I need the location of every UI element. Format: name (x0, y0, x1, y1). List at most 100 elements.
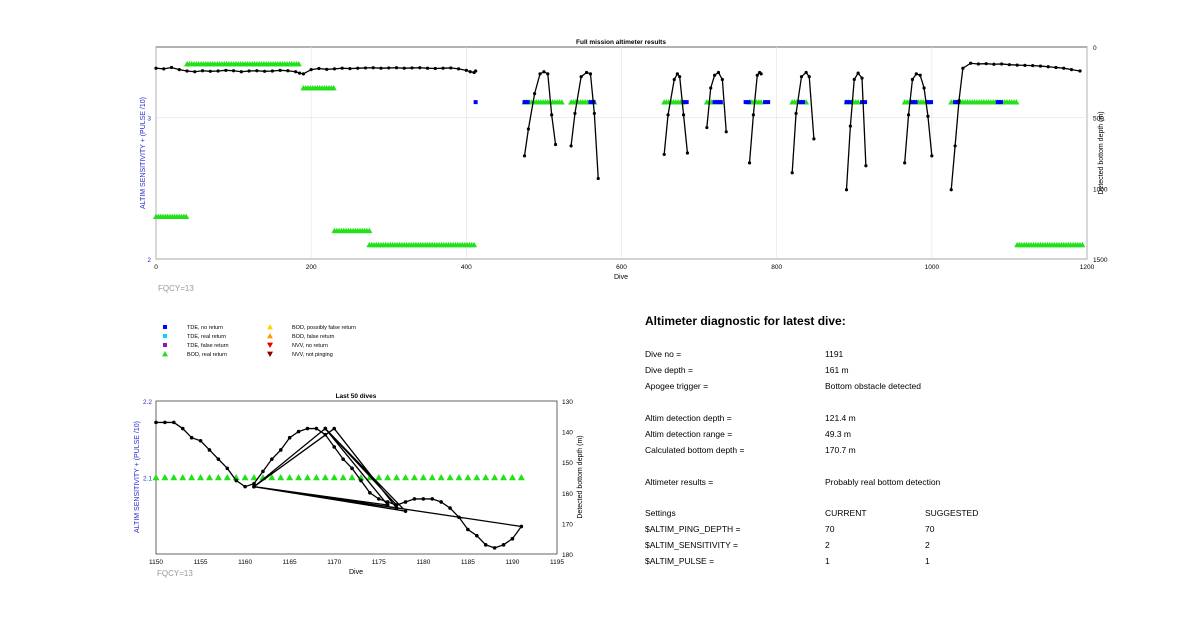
legend-triangle-up-icon (267, 324, 273, 330)
depth-point (666, 113, 670, 117)
bottom-bod-marker (295, 474, 303, 481)
main-right-tick-label: 1500 (1093, 257, 1108, 264)
depth-point (918, 73, 922, 77)
bottom-right-tick-label: 160 (562, 491, 573, 498)
depth-point (747, 161, 752, 165)
tde-marker (860, 100, 865, 105)
depth-point (864, 164, 868, 168)
depth-point (790, 171, 794, 175)
tde-marker (925, 100, 930, 105)
bottom-depth-point (314, 426, 319, 431)
bottom-right-tick-label: 130 (562, 399, 573, 406)
main-depth-series (154, 61, 1082, 192)
tde-marker (844, 100, 849, 105)
bottom-x-tick-label: 1170 (327, 559, 341, 566)
bottom-bod-marker (410, 474, 418, 481)
bottom-right-tick-label: 170 (562, 521, 573, 528)
depth-point (286, 69, 290, 73)
setting-current-ping-depth: 70 (825, 524, 835, 534)
depth-point (910, 77, 915, 82)
legend-item-label: BOD, possibly false return (292, 325, 356, 331)
depth-point (1000, 62, 1004, 66)
bottom-depth-point (483, 543, 488, 547)
diag-label-detection-range: Altim detection range = (645, 429, 733, 439)
main-x-label: Dive (614, 274, 628, 281)
bod-marker (366, 227, 373, 234)
bottom-bod-marker (500, 474, 508, 481)
bottom-bod-marker (277, 474, 285, 481)
depth-point (456, 67, 461, 71)
bottom-depth-point (261, 469, 265, 474)
bottom-depth-point (385, 500, 390, 504)
tde-marker (525, 100, 530, 105)
bottom-bod-marker (179, 474, 187, 481)
tde-marker (797, 100, 802, 105)
bottom-depth-point (243, 484, 247, 489)
bottom-depth-point (323, 432, 328, 437)
depth-point (542, 70, 546, 74)
bottom-bod-marker (402, 474, 410, 481)
bottom-x-tick-label: 1155 (194, 559, 208, 566)
legend-item-label: TDE, real return (187, 334, 226, 340)
depth-point (340, 66, 344, 70)
main-fqcy-annotation: FQCY=13 (158, 284, 194, 293)
main-x-tick-label: 600 (616, 264, 627, 271)
bottom-chart-title: Last 50 dives (336, 393, 377, 400)
bottom-depth-point (270, 457, 274, 461)
bottom-depth-point (368, 491, 372, 495)
setting-suggested-pulse: 1 (925, 556, 930, 566)
setting-suggested-ping-depth: 70 (925, 524, 935, 534)
main-right-tick-label: 500 (1093, 116, 1104, 123)
diag-label-detection-depth: Altim detection depth = (645, 413, 732, 423)
tde-marker (998, 100, 1003, 105)
depth-point (720, 77, 724, 82)
depth-point (672, 77, 676, 82)
bottom-depth-point (341, 457, 345, 461)
tde-marker (929, 100, 934, 105)
bod-marker (558, 99, 565, 105)
depth-point (185, 69, 189, 73)
bottom-bod-marker (223, 474, 231, 481)
depth-point (169, 65, 174, 70)
depth-point (348, 67, 352, 71)
main-right-y-label: Detected bottom depth (m) (1098, 111, 1105, 194)
depth-point (309, 68, 313, 72)
bottom-depth-point (332, 445, 337, 449)
bottom-right-tick-label: 140 (562, 430, 573, 437)
setting-label-ping-depth: $ALTIM_PING_DEPTH = (645, 524, 741, 534)
tde-marker (913, 100, 918, 105)
tde-marker (718, 100, 723, 105)
bottom-depth-point (430, 497, 435, 501)
bottom-depth-point (492, 546, 497, 550)
bottom-bod-marker (375, 474, 383, 481)
bottom-right-tick-label: 150 (562, 460, 573, 467)
bottom-bod-marker (437, 474, 445, 481)
legend-item-label: TDE, no return (187, 325, 223, 331)
depth-point (379, 66, 383, 70)
bottom-depth-point (448, 506, 452, 510)
depth-point (1078, 69, 1082, 73)
depth-point (224, 68, 228, 72)
legend-square-icon (163, 325, 167, 329)
depth-point (363, 66, 368, 70)
tde-marker (766, 100, 771, 105)
depth-point (468, 70, 472, 74)
main-right-tick-label: 1000 (1093, 186, 1108, 193)
bottom-left-tick-label: 2.1 (143, 476, 152, 483)
depth-point (588, 72, 593, 76)
legend-item-label: BOD, real return (187, 352, 227, 358)
depth-point (794, 111, 798, 116)
depth-point (522, 154, 527, 158)
depth-point (449, 66, 453, 70)
depth-point (852, 77, 856, 82)
bottom-bod-marker (446, 474, 454, 481)
main-right-tick-label: 0 (1093, 45, 1097, 52)
tde-marker (910, 100, 915, 105)
depth-point (592, 111, 596, 116)
legend-items: TDE, no return TDE, real return TDE, false… (162, 324, 356, 358)
depth-point (914, 72, 918, 76)
bottom-depth-point (234, 478, 238, 483)
depth-point (992, 62, 996, 66)
depth-point (844, 188, 849, 192)
bottom-bod-marker (303, 474, 311, 481)
